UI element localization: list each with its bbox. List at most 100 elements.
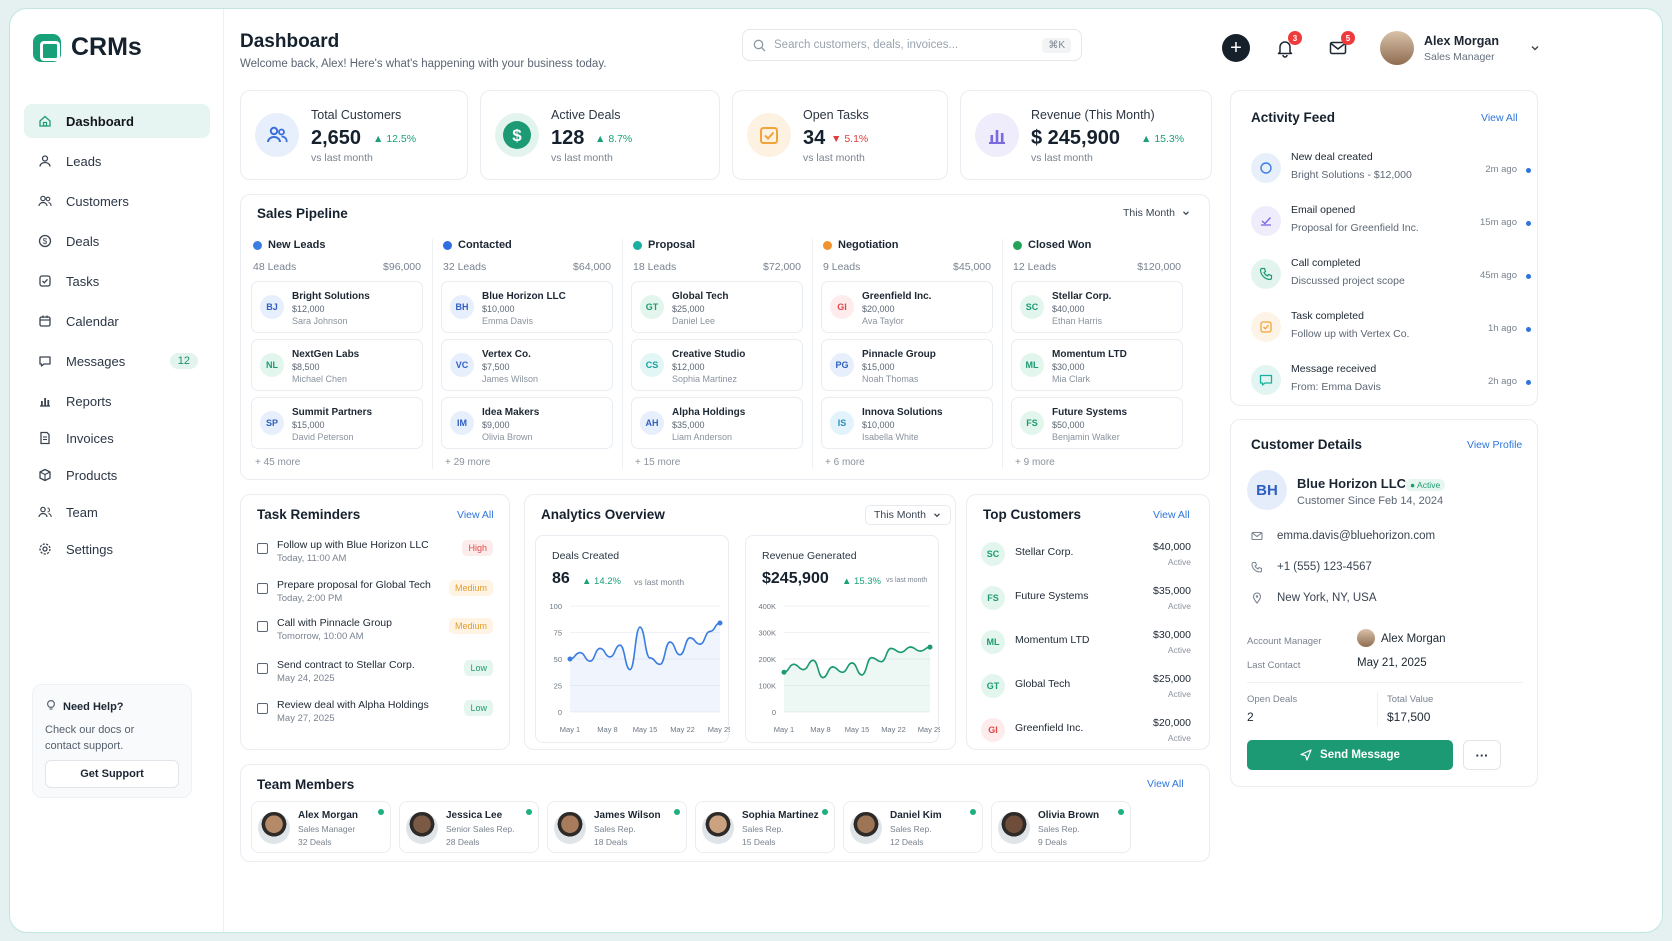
online-status-dot <box>822 809 828 815</box>
activity-item[interactable]: Call completed Discussed project scope 45m… <box>1251 255 1531 299</box>
deal-card[interactable]: NL NextGen Labs $8,500 Michael Chen <box>251 339 423 391</box>
notifications-button[interactable]: 3 <box>1272 31 1302 61</box>
customer-amount: $30,000 <box>1153 629 1191 641</box>
get-support-button[interactable]: Get Support <box>45 760 179 788</box>
stage-more-link[interactable]: + 15 more <box>635 457 681 468</box>
team-member-card[interactable]: Sophia Martinez Sales Rep. 15 Deals <box>695 801 835 853</box>
add-new-button[interactable]: + <box>1222 34 1250 62</box>
task-checkbox[interactable] <box>257 621 268 632</box>
task-checkbox[interactable] <box>257 663 268 674</box>
company-avatar: GI <box>830 295 854 319</box>
analytics-period-select[interactable]: This Month <box>865 505 951 525</box>
stage-more-link[interactable]: + 29 more <box>445 457 491 468</box>
task-checkbox[interactable] <box>257 703 268 714</box>
stat-card-open-tasks[interactable]: Open Tasks 34 ▼ 5.1% vs last month <box>732 90 948 180</box>
page-title: Dashboard <box>240 31 340 52</box>
stat-card-total-customers[interactable]: Total Customers 2,650 ▲ 12.5% vs last month <box>240 90 468 180</box>
task-item[interactable]: Send contract to Stellar Corp. May 24, 20… <box>257 659 493 691</box>
customer-phone[interactable]: +1 (555) 123-4567 <box>1251 561 1372 573</box>
task-item[interactable]: Follow up with Blue Horizon LLC Today, 11… <box>257 539 493 571</box>
deal-card[interactable]: ML Momentum LTD $30,000 Mia Clark <box>1011 339 1183 391</box>
stat-card-revenue-this-month[interactable]: Revenue (This Month) $ 245,900 ▲ 15.3% vs l… <box>960 90 1212 180</box>
sidebar-item-invoices[interactable]: Invoices <box>24 421 210 455</box>
team-member-card[interactable]: Daniel Kim Sales Rep. 12 Deals <box>843 801 983 853</box>
task-checkbox[interactable] <box>257 543 268 554</box>
top-customer-row[interactable]: GI Greenfield Inc. $20,000 Active <box>981 715 1191 749</box>
sidebar-item-calendar[interactable]: Calendar <box>24 304 210 338</box>
stage-meta: 12 Leads $120,000 <box>1011 261 1183 273</box>
stage-more-link[interactable]: + 45 more <box>255 457 301 468</box>
task-item[interactable]: Prepare proposal for Global Tech Today, 2… <box>257 579 493 611</box>
sidebar-item-team[interactable]: Team <box>24 495 210 529</box>
search-input[interactable]: Search customers, deals, invoices... ⌘K <box>742 29 1082 61</box>
data-point <box>841 671 844 674</box>
top-customer-row[interactable]: FS Future Systems $35,000 Active <box>981 583 1191 617</box>
sidebar-item-reports[interactable]: Reports <box>24 384 210 418</box>
stage-more-link[interactable]: + 9 more <box>1015 457 1055 468</box>
sidebar-item-deals[interactable]: $ Deals <box>24 224 210 258</box>
messages-button[interactable]: 5 <box>1325 31 1355 61</box>
stage-more-link[interactable]: + 6 more <box>825 457 865 468</box>
online-status-dot <box>1118 809 1124 815</box>
team-member-card[interactable]: Alex Morgan Sales Manager 32 Deals <box>251 801 391 853</box>
sidebar-item-tasks[interactable]: Tasks <box>24 264 210 298</box>
deal-card[interactable]: IM Idea Makers $9,000 Olivia Brown <box>441 397 613 449</box>
sidebar-item-messages[interactable]: Messages 12 <box>24 344 210 378</box>
customer-email[interactable]: emma.davis@bluehorizon.com <box>1251 530 1435 542</box>
deal-card[interactable]: FS Future Systems $50,000 Benjamin Walker <box>1011 397 1183 449</box>
activity-view-all-link[interactable]: View All <box>1481 112 1518 124</box>
team-member-card[interactable]: Jessica Lee Senior Sales Rep. 28 Deals <box>399 801 539 853</box>
deal-card[interactable]: SP Summit Partners $15,000 David Peterson <box>251 397 423 449</box>
revenue-generated-value: $245,900 <box>762 570 829 587</box>
more-options-button[interactable]: ··· <box>1463 740 1501 770</box>
sidebar-item-dashboard[interactable]: Dashboard <box>24 104 210 138</box>
sidebar-item-leads[interactable]: Leads <box>24 144 210 178</box>
task-item[interactable]: Call with Pinnacle Group Tomorrow, 10:00 … <box>257 617 493 649</box>
top-customer-row[interactable]: GT Global Tech $25,000 Active <box>981 671 1191 705</box>
deal-card[interactable]: CS Creative Studio $12,000 Sophia Martinez <box>631 339 803 391</box>
activity-item[interactable]: New deal created Bright Solutions - $12,0… <box>1251 149 1531 193</box>
tasks-view-all-link[interactable]: View All <box>457 509 494 521</box>
activity-time: 2h ago <box>1487 376 1517 387</box>
team-member-card[interactable]: James Wilson Sales Rep. 18 Deals <box>547 801 687 853</box>
team-member-card[interactable]: Olivia Brown Sales Rep. 9 Deals <box>991 801 1131 853</box>
send-message-button[interactable]: Send Message <box>1247 740 1453 770</box>
deal-card[interactable]: GT Global Tech $25,000 Daniel Lee <box>631 281 803 333</box>
data-point <box>919 650 922 652</box>
sidebar-item-settings[interactable]: Settings <box>24 532 210 566</box>
task-item[interactable]: Review deal with Alpha Holdings May 27, 2… <box>257 699 493 731</box>
pipeline-stage-contacted: Contacted 32 Leads $64,000 BH Blue Horizon L… <box>441 239 613 468</box>
logo[interactable]: CRMs <box>33 33 142 62</box>
pipeline-period-select[interactable]: This Month <box>1123 207 1191 219</box>
task-checkbox[interactable] <box>257 583 268 594</box>
top-customer-row[interactable]: ML Momentum LTD $30,000 Active <box>981 627 1191 661</box>
bar-chart-icon <box>38 394 52 408</box>
activity-desc: From: Emma Davis <box>1291 381 1381 393</box>
top-customers-view-all-link[interactable]: View All <box>1153 509 1190 521</box>
revenue-generated-panel: Revenue Generated $245,900 ▲ 15.3% vs la… <box>745 535 940 743</box>
deal-card[interactable]: GI Greenfield Inc. $20,000 Ava Taylor <box>821 281 993 333</box>
deal-card[interactable]: SC Stellar Corp. $40,000 Ethan Harris <box>1011 281 1183 333</box>
deal-card[interactable]: BH Blue Horizon LLC $10,000 Emma Davis <box>441 281 613 333</box>
activity-item[interactable]: Email opened Proposal for Greenfield Inc.… <box>1251 202 1531 246</box>
view-profile-link[interactable]: View Profile <box>1467 439 1523 451</box>
messages-count-badge: 12 <box>169 353 198 369</box>
deal-card[interactable]: VC Vertex Co. $7,500 James Wilson <box>441 339 613 391</box>
sidebar-item-products[interactable]: Products <box>24 458 210 492</box>
stat-sub: vs last month <box>803 152 865 164</box>
top-customer-row[interactable]: SC Stellar Corp. $40,000 Active <box>981 539 1191 573</box>
team-view-all-link[interactable]: View All <box>1147 778 1184 790</box>
account-manager-avatar <box>1357 629 1375 647</box>
deal-card[interactable]: AH Alpha Holdings $35,000 Liam Anderson <box>631 397 803 449</box>
deal-card[interactable]: BJ Bright Solutions $12,000 Sara Johnson <box>251 281 423 333</box>
sidebar-item-customers[interactable]: Customers <box>24 184 210 218</box>
activity-item[interactable]: Task completed Follow up with Vertex Co. 1… <box>1251 308 1531 352</box>
activity-item[interactable]: Message received From: Emma Davis 2h ago <box>1251 361 1531 405</box>
stage-meta: 48 Leads $96,000 <box>251 261 423 273</box>
deal-card[interactable]: IS Innova Solutions $10,000 Isabella White <box>821 397 993 449</box>
deal-card[interactable]: PG Pinnacle Group $15,000 Noah Thomas <box>821 339 993 391</box>
data-point <box>619 644 621 647</box>
user-menu[interactable]: Alex Morgan Sales Manager <box>1380 31 1541 65</box>
team-members-card: Team Members View All Alex Morgan Sales M… <box>240 764 1210 862</box>
stat-card-active-deals[interactable]: $ Active Deals 128 ▲ 8.7% vs last month <box>480 90 720 180</box>
